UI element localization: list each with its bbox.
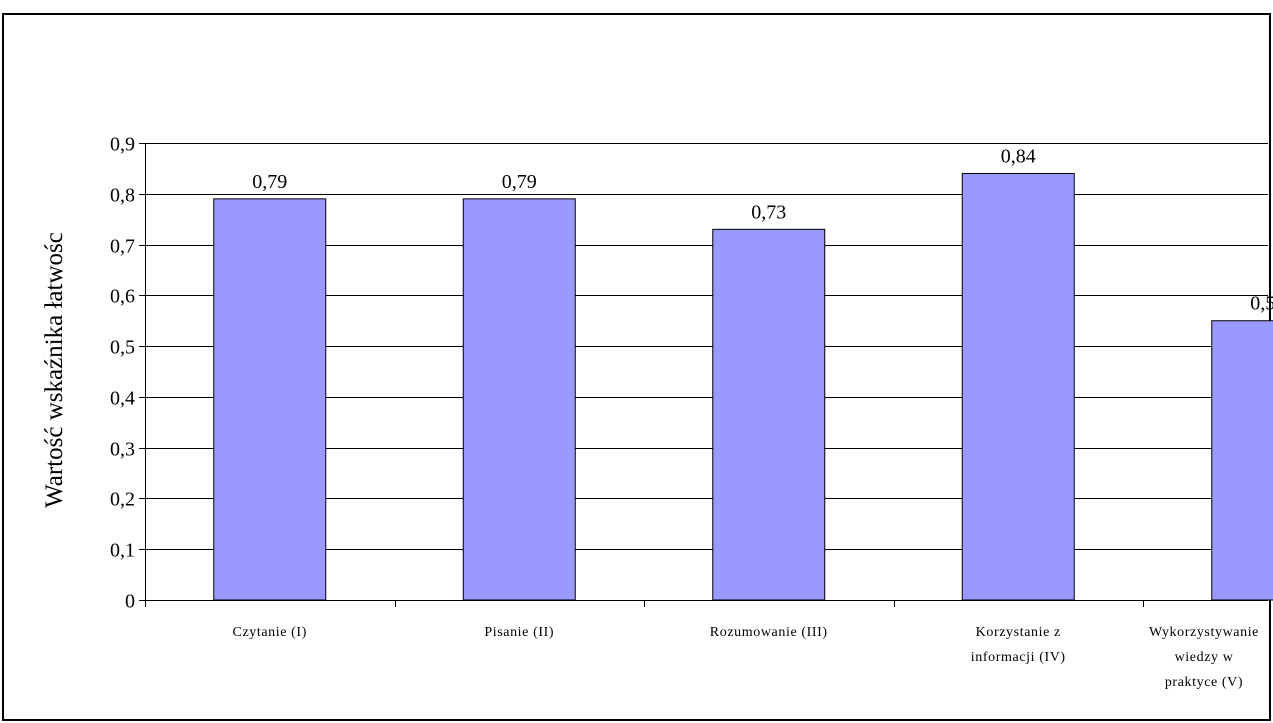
y-tick-label: 0,5 xyxy=(110,337,135,359)
bar xyxy=(1211,320,1273,601)
y-tick-label: 0,1 xyxy=(110,540,135,562)
x-tick-label-line: Czytanie (I) xyxy=(233,625,307,640)
bar xyxy=(213,198,327,601)
data-label: 0,79 xyxy=(252,171,287,193)
x-tick-label-line: Pisanie (II) xyxy=(484,625,554,640)
bar xyxy=(961,172,1075,601)
y-tick-label: 0,8 xyxy=(110,185,135,207)
axes xyxy=(139,143,1268,607)
data-label: 0,55 xyxy=(1250,293,1273,315)
x-tick-label-line: Rozumowanie (III) xyxy=(710,625,828,640)
x-tick-label-line: wiedzy w xyxy=(1175,650,1234,665)
gridlines xyxy=(145,143,1268,550)
x-tick-label: Czytanie (I) xyxy=(233,625,307,640)
data-label: 0,73 xyxy=(751,201,786,223)
x-tick-label: Wykorzystywanie wiedzy w praktyce (V) xyxy=(1149,625,1259,690)
y-axis-label: Wartość wskaźnika łatwośc xyxy=(41,232,68,508)
x-tick-label: Rozumowanie (III) xyxy=(710,625,828,640)
y-tick-label: 0,3 xyxy=(110,439,135,461)
y-tick-label: 0,9 xyxy=(110,134,135,156)
x-tick-label-line: praktyce (V) xyxy=(1165,675,1243,690)
x-tick-label: Korzystanie z informacji (IV) xyxy=(971,625,1066,665)
y-tick-label: 0,6 xyxy=(110,286,135,308)
x-tick-label-line: informacji (IV) xyxy=(971,650,1066,665)
data-label: 0,79 xyxy=(502,171,537,193)
data-label: 0,84 xyxy=(1001,145,1036,167)
y-tick-label: 0,4 xyxy=(110,388,135,410)
y-tick-label: 0,2 xyxy=(110,489,135,511)
y-tick-label: 0 xyxy=(125,591,135,613)
bars xyxy=(213,172,1273,601)
x-tick-label: Pisanie (II) xyxy=(484,625,554,640)
labels: 0 0,1 0,2 0,3 0,4 0,5 0,6 0,7 0,8 0,9 0,79 Czytanie… xyxy=(110,134,1273,691)
x-tick-label-line: Korzystanie z xyxy=(976,625,1061,640)
bar xyxy=(462,198,576,601)
bar xyxy=(712,228,826,601)
y-tick-label: 0,7 xyxy=(110,236,135,258)
x-tick-label-line: Wykorzystywanie xyxy=(1149,625,1259,640)
